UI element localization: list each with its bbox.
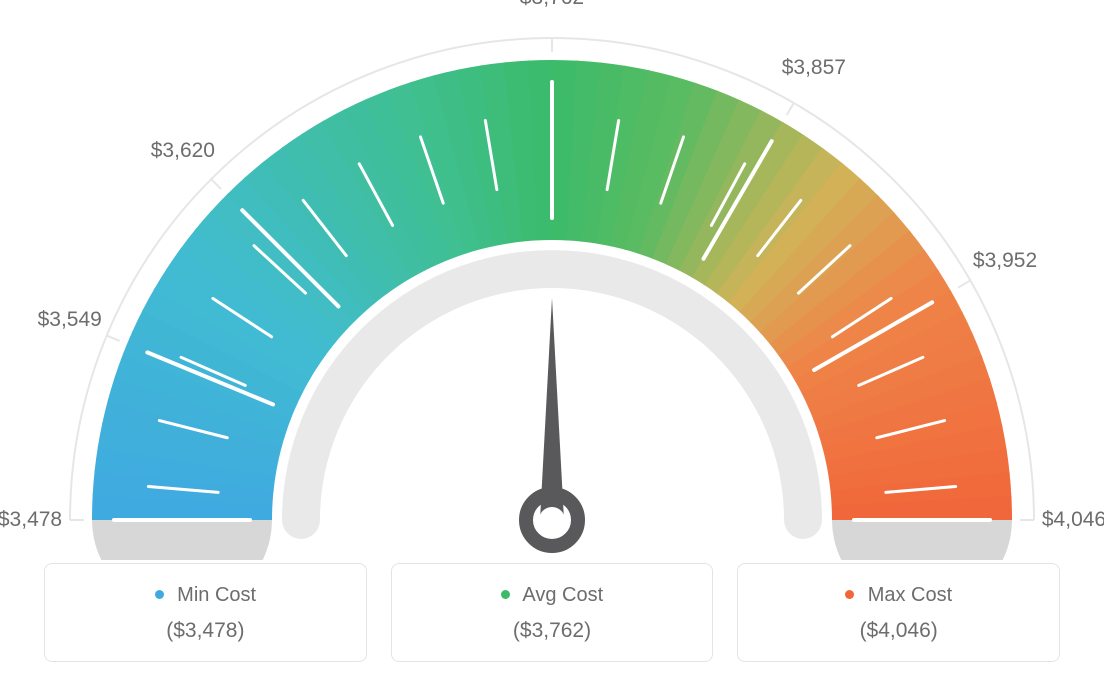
legend-card-max: Max Cost ($4,046) <box>737 563 1060 662</box>
gauge-tick-label: $3,857 <box>782 56 846 80</box>
gauge-tick-label: $3,549 <box>38 308 102 332</box>
gauge-tick-label: $3,952 <box>973 249 1037 273</box>
gauge-tick-label: $4,046 <box>1042 508 1104 532</box>
dot-icon <box>155 590 164 599</box>
gauge-tick-label: $3,762 <box>520 0 584 10</box>
legend-title: Avg Cost <box>522 584 603 606</box>
dot-icon <box>845 590 854 599</box>
legend-title: Max Cost <box>868 584 952 606</box>
cost-gauge: $3,478 $3,549 $3,620 $3,762 $3,857 $3,952 $4,0… <box>0 0 1104 560</box>
gauge-tick-label: $3,620 <box>151 139 215 163</box>
legend-title: Min Cost <box>177 584 256 606</box>
legend-card-min: Min Cost ($3,478) <box>44 563 367 662</box>
gauge-svg <box>0 0 1104 560</box>
legend-value: ($3,478) <box>55 619 356 643</box>
dot-icon <box>501 590 510 599</box>
legend-card-avg: Avg Cost ($3,762) <box>391 563 714 662</box>
gauge-tick-label: $3,478 <box>0 508 62 532</box>
legend-value: ($3,762) <box>402 619 703 643</box>
legend-row: Min Cost ($3,478) Avg Cost ($3,762) Max … <box>44 563 1060 662</box>
legend-value: ($4,046) <box>748 619 1049 643</box>
